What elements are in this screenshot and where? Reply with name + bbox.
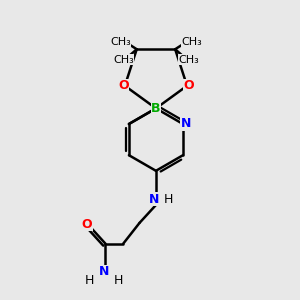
Text: O: O — [183, 79, 194, 92]
Text: B: B — [151, 102, 161, 115]
Text: CH₃: CH₃ — [113, 55, 134, 64]
Text: CH₃: CH₃ — [110, 37, 131, 47]
Text: O: O — [118, 79, 129, 92]
Text: CH₃: CH₃ — [178, 55, 199, 64]
Text: CH₃: CH₃ — [181, 37, 202, 47]
Text: H: H — [164, 193, 173, 206]
Text: H: H — [114, 274, 124, 287]
Text: N: N — [99, 266, 109, 278]
Text: O: O — [82, 218, 92, 231]
Text: H: H — [84, 274, 94, 287]
Text: N: N — [181, 118, 191, 130]
Text: N: N — [149, 193, 160, 206]
